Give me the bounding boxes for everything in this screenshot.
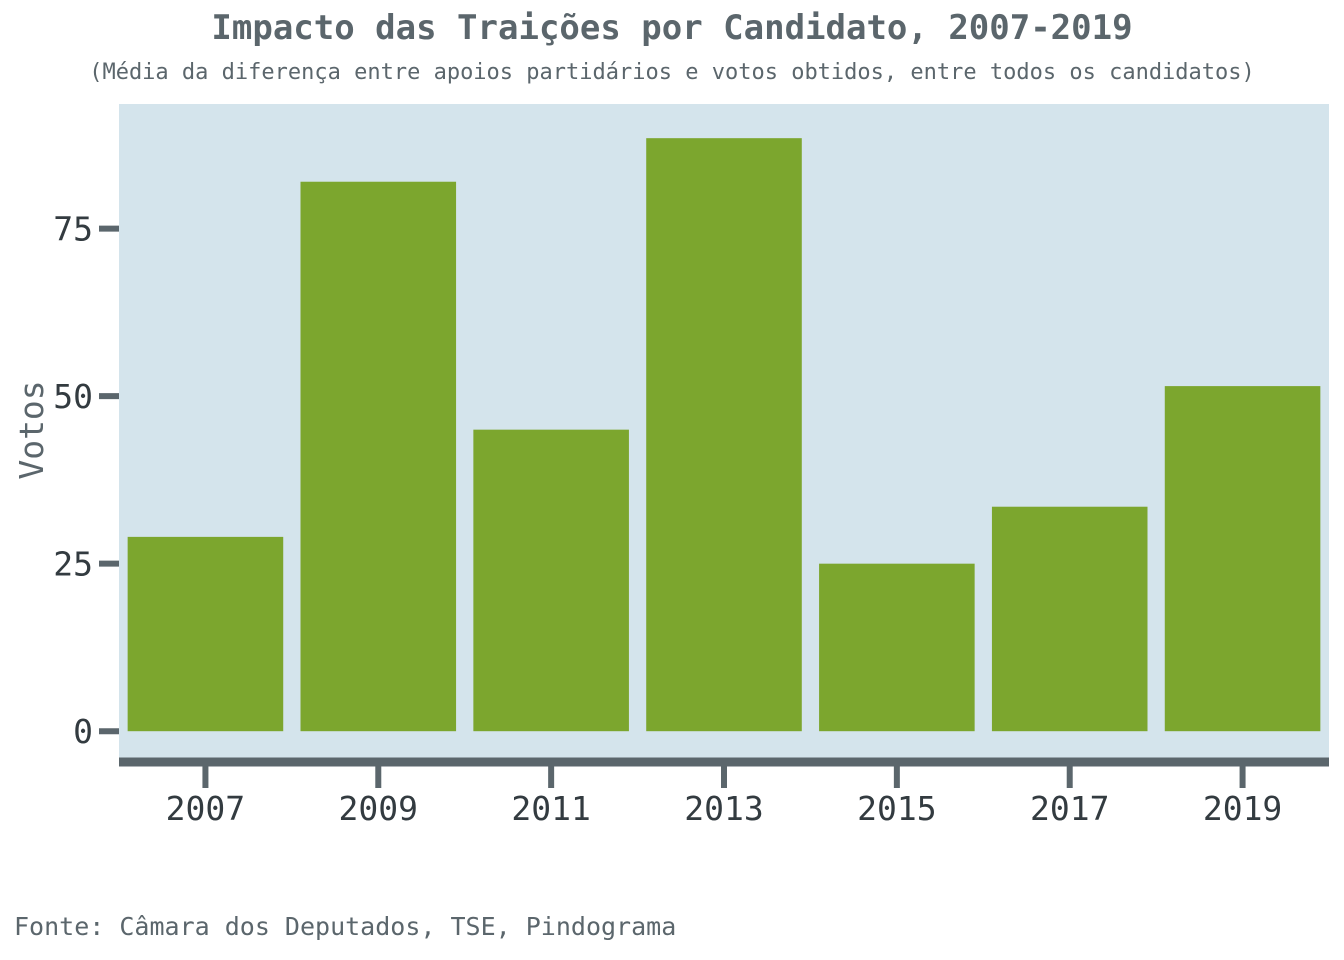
bar-2013 [646, 138, 802, 732]
chart-subtitle: (Média da diferença entre apoios partidá… [89, 60, 1255, 85]
x-tick-label-2015: 2015 [857, 789, 936, 828]
x-tick-label-2019: 2019 [1203, 789, 1282, 828]
x-tick-label-2013: 2013 [684, 789, 763, 828]
bar-2009 [300, 181, 457, 732]
y-axis: 0 25 50 75 [53, 210, 119, 751]
y-tick-label-50: 50 [53, 377, 93, 416]
chart-title: Impacto das Traições por Candidato, 2007… [211, 8, 1133, 48]
bar-2015 [819, 563, 975, 732]
bar-2007 [127, 536, 284, 732]
x-tick-label-2009: 2009 [339, 789, 418, 828]
bars-group [127, 138, 1321, 732]
y-axis-title: Votos [12, 380, 51, 479]
x-tick-label-2007: 2007 [166, 789, 245, 828]
bar-2017 [991, 506, 1148, 732]
bar-2019 [1164, 386, 1321, 732]
x-axis: 2007 2009 2011 2013 2015 2017 2019 [166, 766, 1282, 828]
source-caption: Fonte: Câmara dos Deputados, TSE, Pindog… [14, 912, 677, 941]
y-tick-label-0: 0 [73, 712, 93, 751]
bar-2011 [473, 429, 629, 732]
y-tick-label-25: 25 [53, 545, 93, 584]
x-tick-label-2011: 2011 [511, 789, 590, 828]
y-tick-label-75: 75 [53, 210, 93, 249]
x-tick-label-2017: 2017 [1030, 789, 1109, 828]
